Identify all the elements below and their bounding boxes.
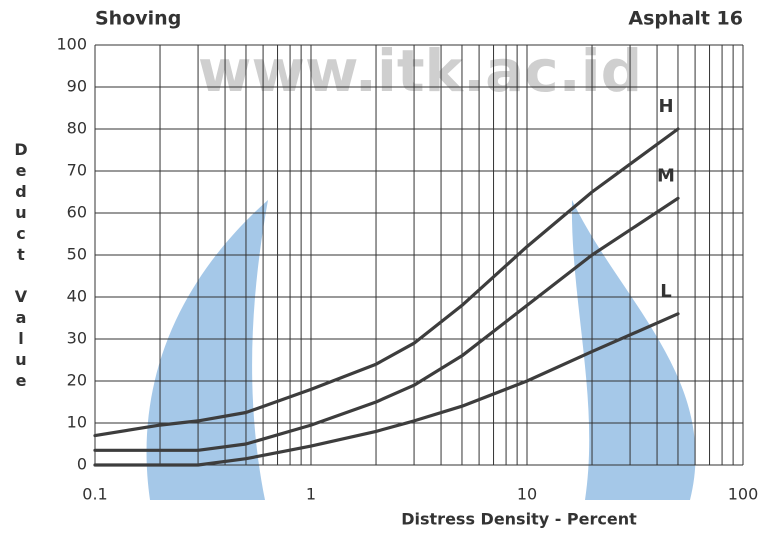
chart-subtitle: Asphalt 16 [628,8,743,30]
y-axis-label: Deduct Value [12,140,31,392]
y-tick-label: 90 [67,77,87,96]
y-tick-label: 60 [67,203,87,222]
x-axis-label: Distress Density - Percent [401,510,637,529]
y-tick-label: 50 [67,245,87,264]
y-tick-label: 0 [77,455,87,474]
y-tick-label: 10 [67,413,87,432]
logo [147,200,696,500]
x-tick-label: 100 [728,485,759,504]
series-label: L [660,281,671,302]
y-tick-label: 40 [67,287,87,306]
series-label: H [658,96,673,117]
chart-title: Shoving [95,8,181,30]
y-tick-label: 80 [67,119,87,138]
x-tick-label: 0.1 [82,485,107,504]
series-label: M [657,165,675,186]
y-tick-label: 100 [56,35,87,54]
chart: www.itk.ac.id Shoving Asphalt 16 Distres… [0,0,760,534]
y-tick-label: 20 [67,371,87,390]
x-tick-label: 10 [517,485,537,504]
x-tick-label: 1 [306,485,316,504]
y-tick-label: 70 [67,161,87,180]
y-tick-label: 30 [67,329,87,348]
watermark: www.itk.ac.id [198,37,642,105]
